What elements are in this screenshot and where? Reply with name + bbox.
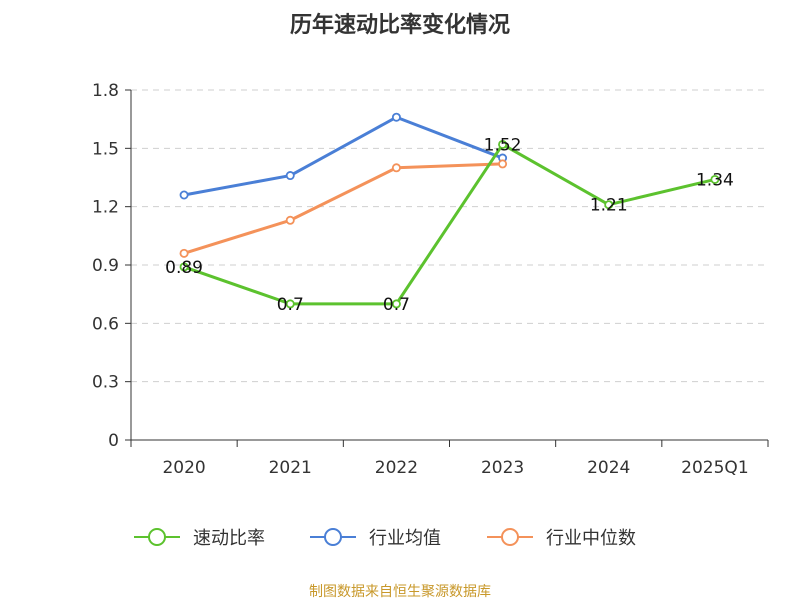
x-tick-label: 2025Q1 — [681, 458, 748, 478]
legend-item[interactable]: 速动比率 — [134, 528, 265, 549]
data-label: 0.7 — [277, 295, 304, 315]
series-line — [183, 142, 716, 306]
data-label: 0.89 — [165, 258, 203, 278]
series-2 — [179, 159, 508, 258]
axes: 0 0.3 0.6 0.9 1.2 1.5 1.8 2020 2021 2022 2023 2024 2… — [92, 81, 769, 478]
data-label: 1.21 — [590, 196, 628, 216]
data-point[interactable] — [179, 190, 189, 200]
data-point[interactable] — [179, 248, 189, 258]
chart-title: 历年速动比率变化情况 — [290, 12, 510, 38]
x-tick-label: 2021 — [269, 458, 312, 478]
legend-item[interactable]: 行业均值 — [310, 528, 441, 549]
series-line — [183, 162, 503, 255]
legend-marker — [324, 528, 342, 546]
data-point[interactable] — [710, 174, 720, 184]
data-label: 1.52 — [484, 135, 522, 155]
legend-marker — [148, 528, 166, 546]
data-label: 0.7 — [383, 295, 410, 315]
data-label: 1.34 — [696, 170, 734, 190]
grid — [131, 89, 768, 383]
data-point[interactable] — [391, 163, 401, 173]
legend-label: 行业中位数 — [546, 528, 636, 549]
y-tick-label: 0.9 — [92, 256, 119, 276]
series — [179, 112, 720, 309]
data-point[interactable] — [285, 171, 295, 181]
data-labels: 0.89 0.7 0.7 1.52 1.21 1.34 — [165, 135, 734, 314]
series-1 — [179, 112, 508, 200]
series-0 — [179, 139, 720, 309]
data-point[interactable] — [285, 299, 295, 309]
data-point[interactable] — [498, 159, 508, 169]
data-point[interactable] — [391, 112, 401, 122]
y-tick-label: 0.6 — [92, 314, 119, 334]
data-point[interactable] — [285, 215, 295, 225]
series-line — [183, 115, 504, 197]
x-tick-label: 2023 — [481, 458, 524, 478]
y-tick-label: 1.2 — [92, 198, 119, 218]
y-tick-label: 1.5 — [92, 139, 119, 159]
legend-marker — [501, 528, 519, 546]
legend-item[interactable]: 行业中位数 — [487, 528, 636, 549]
x-tick-label: 2022 — [375, 458, 418, 478]
x-tick-label: 2024 — [587, 458, 630, 478]
x-tick-label: 2020 — [162, 458, 205, 478]
legend-label: 速动比率 — [193, 528, 265, 549]
data-point[interactable] — [498, 139, 508, 149]
data-point[interactable] — [604, 200, 614, 210]
legend-label: 行业均值 — [369, 528, 441, 549]
y-tick-label: 0 — [108, 431, 119, 451]
source-note: 制图数据来自恒生聚源数据库 — [309, 584, 491, 600]
y-tick-label: 1.8 — [92, 81, 119, 101]
y-tick-label: 0.3 — [92, 373, 119, 393]
legend[interactable]: 速动比率 行业均值 行业中位数 — [134, 528, 636, 549]
data-point[interactable] — [179, 262, 189, 272]
data-point[interactable] — [391, 299, 401, 309]
